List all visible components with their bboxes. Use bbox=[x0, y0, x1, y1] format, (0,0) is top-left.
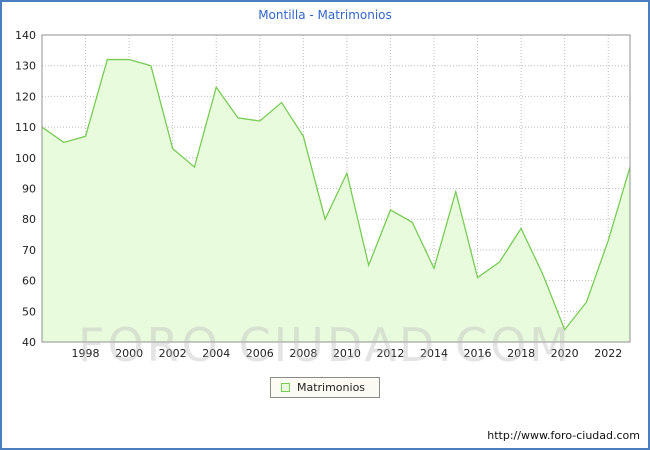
chart-plot: 40 50 60 70 80 90 100 110 120 130 140 1998 2000 2002 2… bbox=[15, 29, 631, 360]
y-tick-label: 50 bbox=[22, 305, 36, 318]
legend-box: Matrimonios bbox=[269, 377, 381, 398]
chart-title: Montilla - Matrimonios bbox=[258, 8, 392, 22]
x-tick-label: 2016 bbox=[464, 347, 492, 360]
x-tick-label: 2008 bbox=[289, 347, 317, 360]
footer-url: http://www.foro-ciudad.com bbox=[487, 429, 640, 442]
y-tick-label: 40 bbox=[22, 336, 36, 349]
y-tick-label: 110 bbox=[15, 121, 36, 134]
y-tick-label: 140 bbox=[15, 29, 36, 42]
x-tick-label: 2000 bbox=[115, 347, 143, 360]
x-tick-label: 2022 bbox=[594, 347, 622, 360]
x-tick-label: 2020 bbox=[551, 347, 579, 360]
y-tick-label: 120 bbox=[15, 90, 36, 103]
y-tick-label: 60 bbox=[22, 275, 36, 288]
y-tick-label: 130 bbox=[15, 60, 36, 73]
x-tick-label: 2002 bbox=[159, 347, 187, 360]
x-tick-label: 2006 bbox=[246, 347, 274, 360]
y-tick-label: 70 bbox=[22, 244, 36, 257]
y-tick-label: 100 bbox=[15, 152, 36, 165]
x-tick-label: 2018 bbox=[507, 347, 535, 360]
x-tick-label: 2010 bbox=[333, 347, 361, 360]
series-line bbox=[41, 58, 631, 332]
y-tick-label: 80 bbox=[22, 213, 36, 226]
legend-series-swatch bbox=[280, 383, 290, 392]
x-tick-label: 2004 bbox=[202, 347, 230, 360]
x-tick-label: 2012 bbox=[376, 347, 404, 360]
y-tick-label: 90 bbox=[22, 183, 36, 196]
x-tick-label: 2014 bbox=[420, 347, 448, 360]
series-area bbox=[42, 59, 630, 343]
legend-series-label: Matrimonios bbox=[296, 381, 366, 394]
x-tick-label: 1998 bbox=[72, 347, 100, 360]
plot-border bbox=[41, 34, 631, 343]
